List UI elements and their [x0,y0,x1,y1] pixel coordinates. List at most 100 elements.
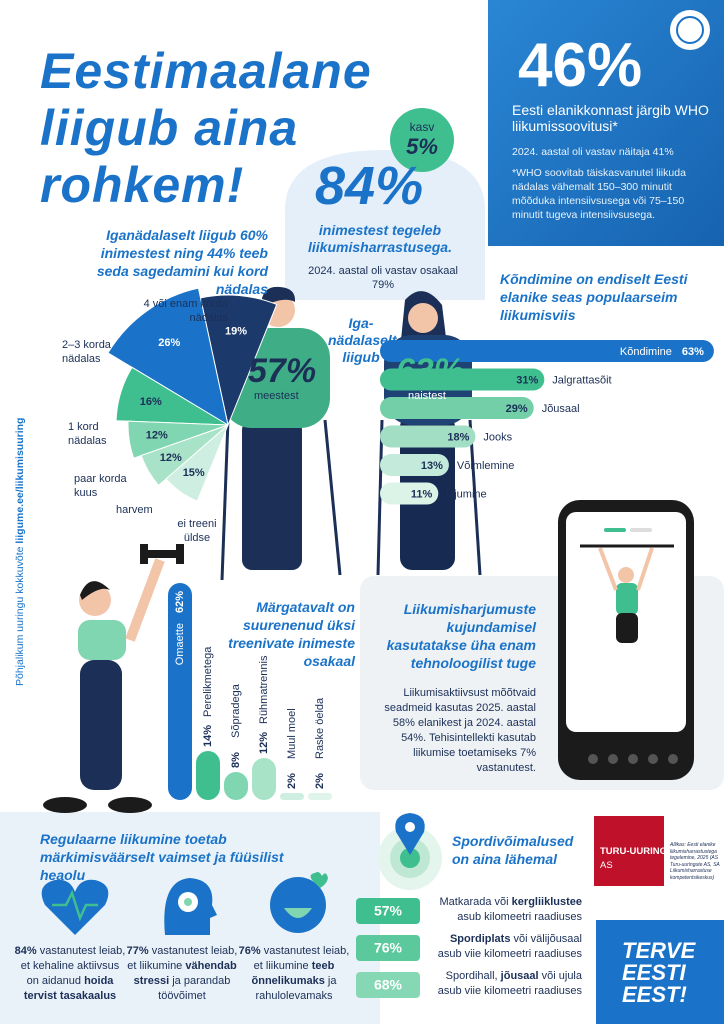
fan-category: 1 kord nädalas [68,421,107,447]
fan-value-label: 16% [140,396,162,408]
activity-bar [380,340,714,362]
text-segment: ja rahulolevamaks [255,975,337,1002]
sports-text: Spordiplats või välijõusaal asub viie ki… [424,932,582,962]
activity-label: Jooks [483,431,512,443]
fan-category: 4 või enam korda nädalas [143,298,228,324]
who-headline: Eesti elanikkonnast järgib WHO liikumiss… [512,102,709,134]
activity-value-label: 31% [516,374,538,386]
title-line: Eestimaalane [40,43,372,99]
fan-value-label: 12% [160,452,182,464]
fan-sector [107,287,229,427]
fan-category: paar korda kuus [74,473,127,499]
training-category: Rühmatrennis [258,655,270,724]
source-company-suffix: AS [600,860,613,871]
activity-value-label: 18% [447,431,469,443]
logo-line: EESTI [622,960,686,985]
sports-value: 68% [374,977,403,993]
training-bar [168,583,192,800]
sports-pill [356,935,420,961]
sports-pill [356,972,420,998]
text-segment: 77% [126,945,149,957]
training-value-label: 12% [258,732,270,754]
who-previous: 2024. aastal oli vastav näitaja 41% [512,146,674,158]
fan-value-label: 26% [158,337,180,349]
sports-title: Spordivõimalused on aina lähemal [452,833,574,867]
fan-sector [127,420,229,459]
text-segment: Spordihall, [445,970,501,982]
icons [41,813,442,935]
fan-category: ei treeni üldse [177,518,217,544]
sports-value: 57% [374,903,403,919]
mental-item: 77% vastanutest leiab, et liikumine vähe… [126,944,238,1004]
men-label: meestest [254,390,299,402]
fan-value-label: 12% [146,430,168,442]
training-category: Muul moel [286,708,298,759]
training-category: Raske öelda [314,697,326,759]
training-value-label: 2% [314,773,326,789]
sports-text: Spordihall, jõusaal või ujula asub viie … [424,969,582,999]
activity-label: Jalgrattasõit [552,374,611,386]
men-value: 57% [248,352,317,390]
text-segment: 84% [14,945,37,957]
sports-pill [356,898,420,924]
dumbbell-woman [43,544,184,813]
weekly-title: Iganädalaselt liigub 60% inimestest ning… [96,227,268,297]
activity-value-label: 11% [411,488,433,500]
who-logo [670,10,710,50]
activity-bar [380,482,439,505]
who-value: 46% [518,31,643,100]
training-title: Märgatavalt on suurenenud üksi treenivat… [228,599,355,669]
text-segment: vastanutest leiab, et liikumine [253,945,350,972]
training-bar [224,772,248,800]
growth-badge [390,108,454,172]
activity-bar [380,454,449,476]
activity-label: Võimlemine [457,460,514,472]
text-segment: vähendab stressi [133,960,237,987]
fan-sector [165,424,229,502]
training-value-label: 14% [202,725,214,747]
activity-bar [380,368,545,391]
text-segment: vastanutest leiab, et kehaline aktiivsus… [20,945,126,987]
tech-title: Liikumisharjumuste kujundamisel kasutata… [386,601,536,671]
source-logo [594,816,664,886]
women-value: 63% [396,352,465,390]
activity-label: Ujumine [446,488,486,500]
training-bar [196,751,220,800]
sports-value: 76% [374,940,403,956]
training-bar [308,793,332,800]
mental-item: 76% vastanutest leiab, et liikumine teeb… [238,944,350,1004]
growth-value: 5% [406,134,438,159]
activity-label: Jõusaal [542,403,580,415]
phone [558,500,694,780]
text-segment: hoida tervist tasakaalus [23,975,117,1002]
training-category: Perelikmetega [202,646,214,717]
training-value-label: 8% [230,752,242,768]
training-bar [280,793,304,800]
fan-sector [199,294,278,427]
logo-line: TERVE [622,938,696,963]
text-segment: vastanutest leiab, et liikumine [127,945,238,972]
hobby-bg [285,150,485,300]
hobby-value: 84% [315,156,424,216]
text-segment: Spordiplats [449,933,511,945]
link-part: Põhjalikum uuringu kokkuvõte [14,546,26,687]
text-segment: Matkarada või [439,896,512,908]
fan-category: harvem [116,504,153,516]
training-bar [252,758,276,800]
hobby-text: inimestest tegeleb liikumisharrastusega. [308,222,452,255]
activity-value-label: 13% [421,460,443,472]
mental-title: Regulaarne liikumine toetab märkimisväär… [40,831,284,883]
activity-bar [380,425,476,448]
link-part[interactable]: liigume.ee/liikumisuuring [14,417,26,544]
logo-line: EEST! [622,982,687,1007]
source-company: TURU-UURINGUTE [600,846,687,857]
weekly-center: Iga-nädalaselt liigub [328,315,397,365]
sports-text: Matkarada või kergliiklustee asub kilome… [424,895,582,925]
who-logo-ring [676,16,704,44]
activity-bar [380,397,534,419]
text-segment: kergliiklustee [511,896,582,908]
fan-value-label: 19% [225,326,247,338]
women-label: naistest [408,390,446,402]
